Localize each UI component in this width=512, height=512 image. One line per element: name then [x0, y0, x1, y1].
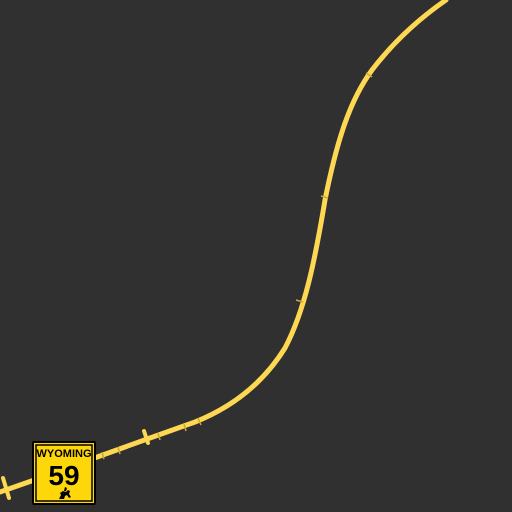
route-shield-inner-border	[35, 444, 93, 502]
bucking-horse-icon	[59, 487, 71, 499]
road-segment-ticks	[101, 72, 373, 460]
side-road-spur-left[interactable]	[1, 476, 11, 500]
highway-road[interactable]	[0, 0, 449, 495]
route-shield[interactable]: WYOMING 59	[32, 441, 96, 505]
route-shield-state: WYOMING	[37, 448, 92, 460]
route-shield-number: 59	[48, 460, 79, 491]
side-road-spur[interactable]	[142, 429, 150, 445]
